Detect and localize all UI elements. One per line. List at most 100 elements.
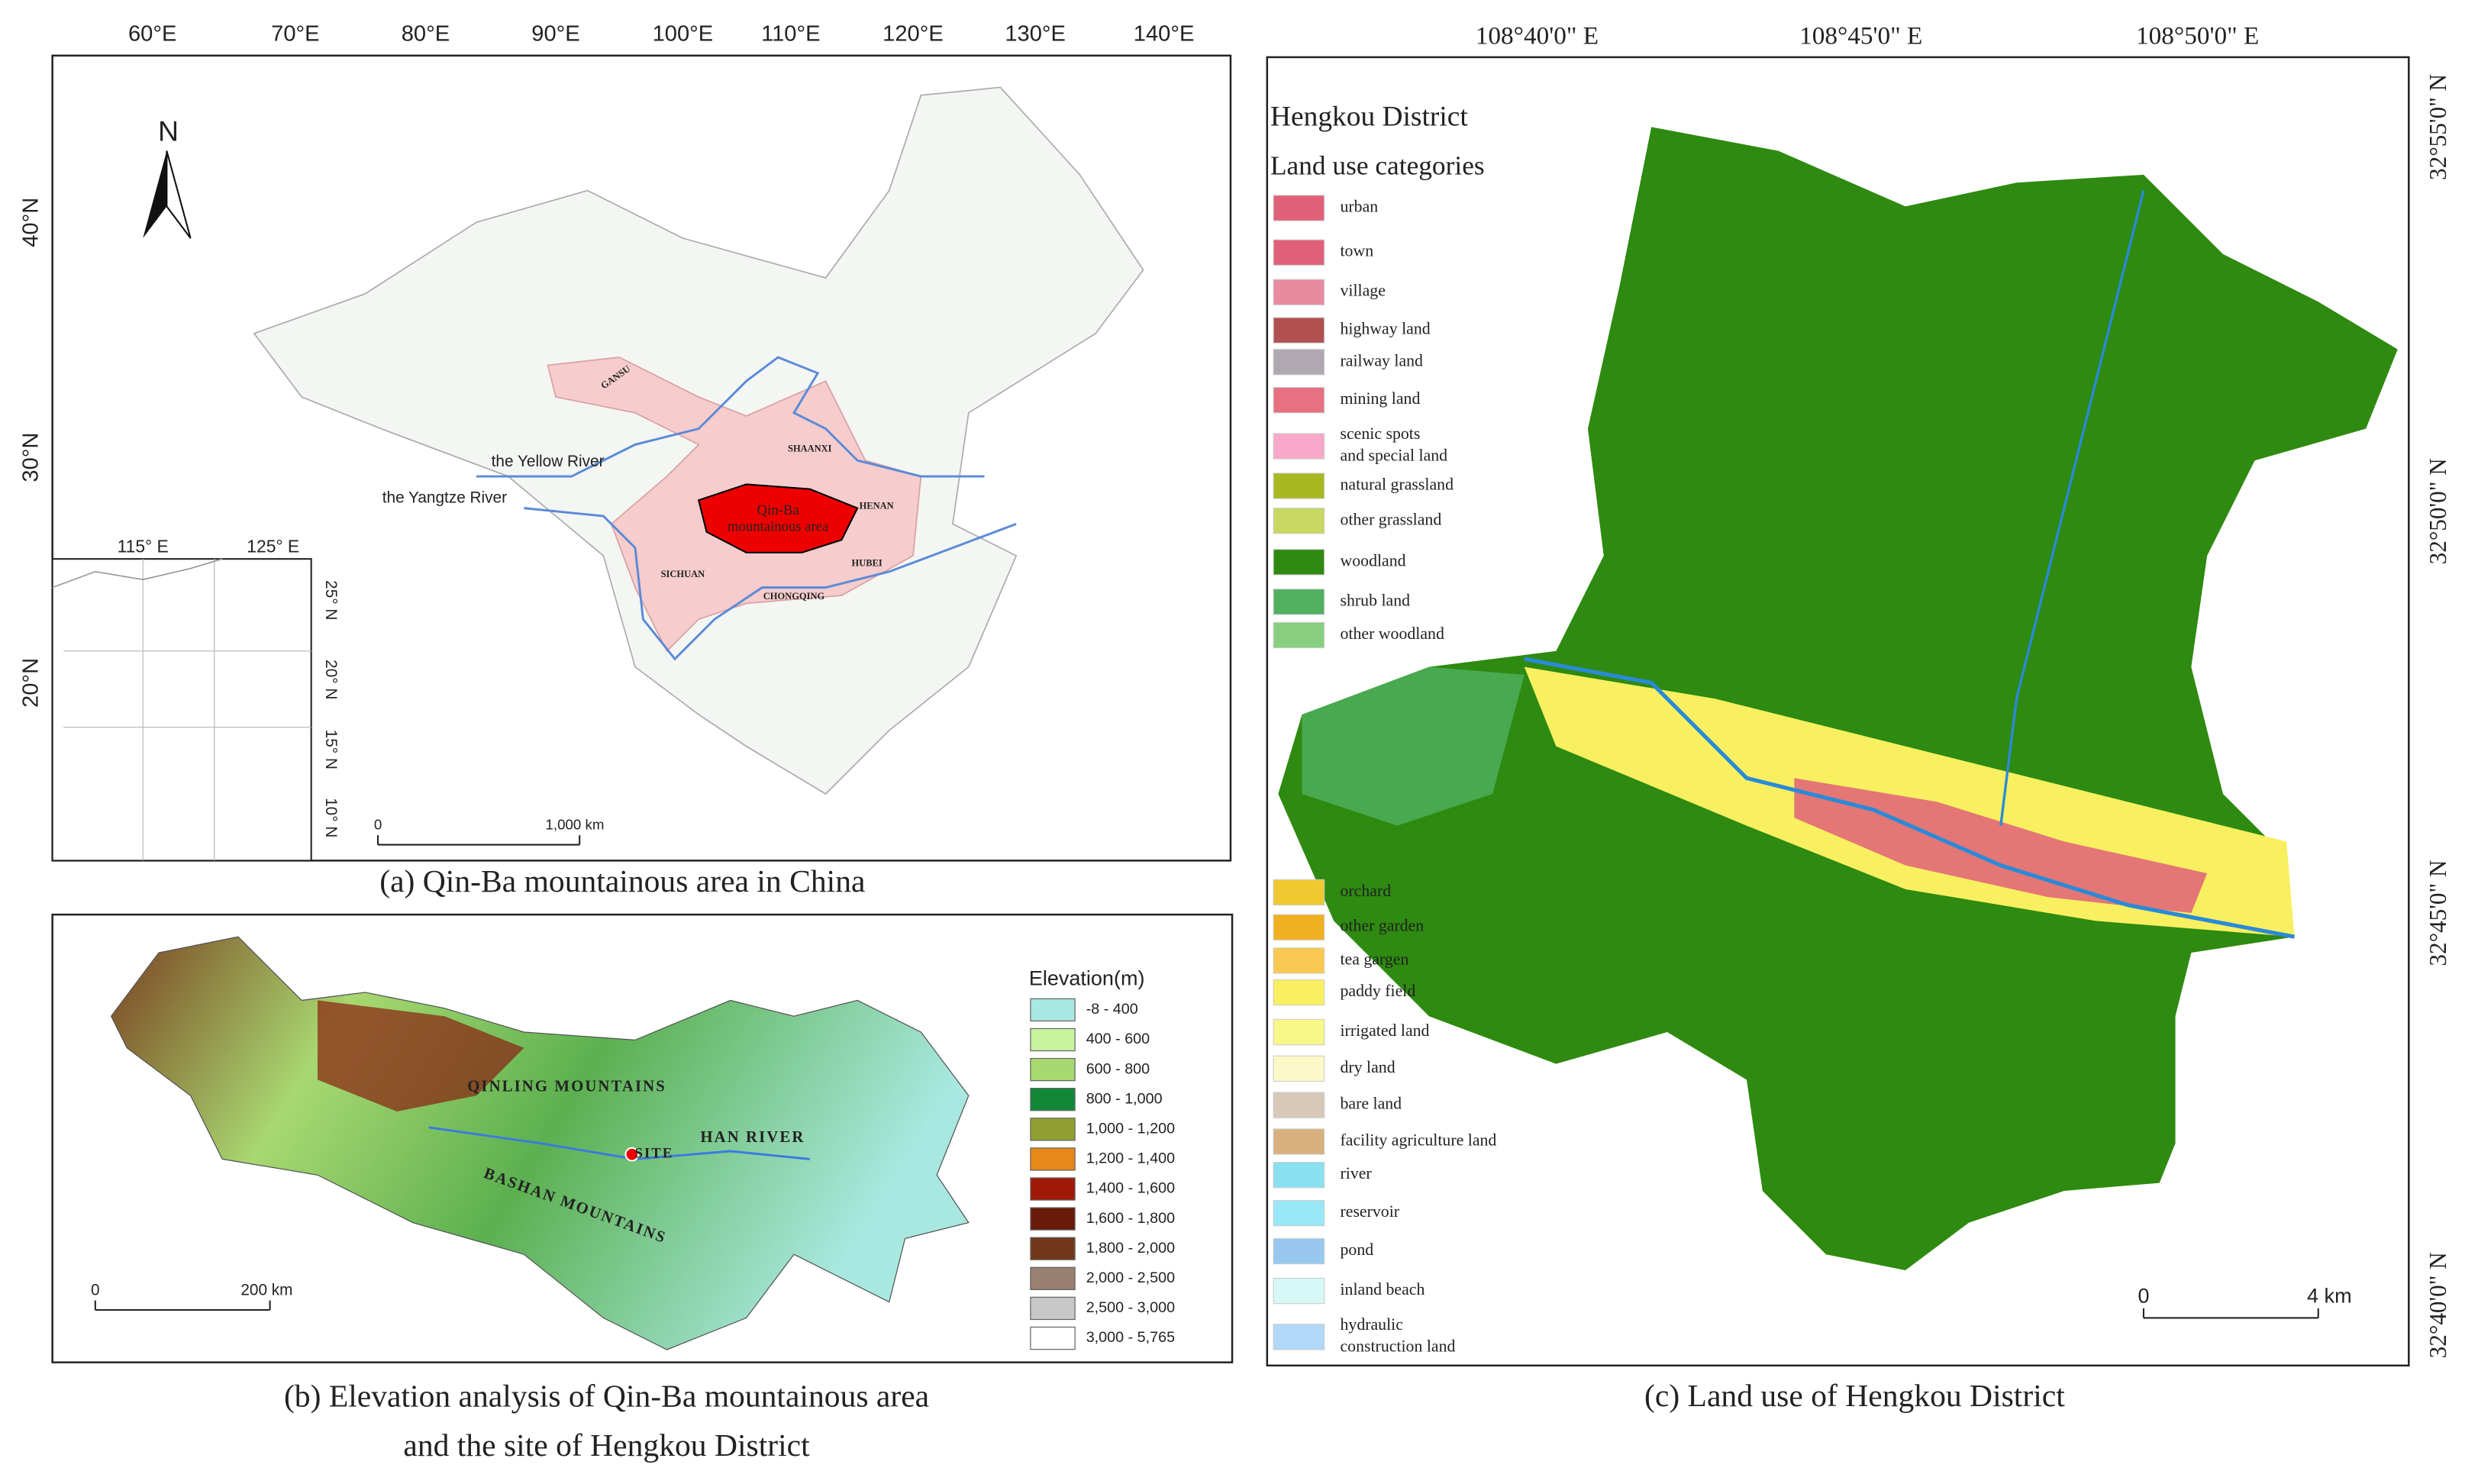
legend-swatch <box>1273 1055 1325 1082</box>
province-label: CHONGQING <box>763 591 825 602</box>
legend-swatch <box>1030 1296 1076 1321</box>
river <box>1999 190 2145 826</box>
legend-label: 600 - 800 <box>1086 1060 1150 1077</box>
river <box>1524 657 2296 939</box>
legend-swatch <box>1273 433 1325 460</box>
legend-swatch <box>1273 239 1325 266</box>
legend-label: railway land <box>1340 351 1423 369</box>
legend-swatch <box>1030 1266 1076 1291</box>
lon-label: 120°E <box>882 21 944 46</box>
legend-swatch <box>1030 1028 1076 1052</box>
legend-swatch <box>1273 1092 1325 1118</box>
lat-label: 32°45'0" N <box>2425 860 2451 966</box>
inset-lat-label: 25° N <box>322 580 340 620</box>
river-label: the Yellow River <box>492 453 605 470</box>
legend-swatch <box>1030 1326 1076 1350</box>
caption: (a) Qin-Ba mountainous area in China <box>379 863 865 899</box>
legend-swatch <box>1030 1118 1076 1141</box>
legend-swatch <box>1273 317 1325 344</box>
legend-swatch <box>1030 1147 1076 1171</box>
legend-label: reservoir <box>1340 1202 1399 1221</box>
caption: (b) Elevation analysis of Qin-Ba mountai… <box>284 1378 929 1463</box>
legend-swatch <box>1030 1088 1076 1111</box>
legend-label: town <box>1340 242 1373 260</box>
legend-title: Land use categories <box>1270 150 1485 181</box>
province-label: HENAN <box>860 500 894 511</box>
inset-lon-label: 125° E <box>247 537 299 556</box>
legend-label: village <box>1340 282 1385 300</box>
map-label: HAN RIVER <box>700 1128 805 1146</box>
inset-lat-label: 10° N <box>322 798 340 837</box>
lon-label: 140°E <box>1134 21 1195 46</box>
legend-label: 1,200 - 1,400 <box>1086 1150 1175 1167</box>
scale-label: 4 km <box>2307 1285 2352 1308</box>
legend-label: 2,500 - 3,000 <box>1086 1299 1175 1316</box>
inset-lat-label: 15° N <box>322 730 340 769</box>
province-label: SICHUAN <box>661 569 705 579</box>
inset-lat-label: 20° N <box>322 660 340 699</box>
legend-swatch <box>1273 1237 1325 1265</box>
caption: (c) Land use of Hengkou District <box>1644 1378 2065 1414</box>
legend-swatch <box>1030 1207 1076 1231</box>
legend-swatch <box>1273 914 1325 940</box>
map-title: Hengkou District <box>1270 102 1468 133</box>
legend-label: -8 - 400 <box>1086 1001 1138 1018</box>
legend-label: tea gargen <box>1340 950 1408 968</box>
legend-swatch <box>1273 279 1325 305</box>
legend-swatch <box>1030 1237 1076 1260</box>
qin-ba-area <box>697 483 859 553</box>
site-marker <box>624 1147 640 1162</box>
legend-label: urban <box>1340 198 1378 216</box>
province-label: HUBEI <box>852 557 882 568</box>
legend-label: 800 - 1,000 <box>1086 1090 1163 1107</box>
urban-zone <box>1794 778 2208 914</box>
inset-frame <box>51 558 312 862</box>
legend-swatch <box>1273 589 1325 615</box>
lon-label: 100°E <box>653 21 714 46</box>
legend-swatch <box>1273 979 1325 1006</box>
legend-label: dry land <box>1340 1058 1395 1076</box>
legend-swatch <box>1030 1057 1076 1082</box>
legend-swatch <box>1273 195 1325 221</box>
yangtze-river <box>524 507 1017 661</box>
lat-label: 30°N <box>18 433 43 482</box>
legend-label: shrub land <box>1340 591 1410 609</box>
hengkou-map <box>1278 127 2398 1271</box>
lon-label: 108°50'0" E <box>2136 22 2259 50</box>
elevation-high <box>317 1000 524 1112</box>
legend-swatch <box>1273 879 1325 906</box>
legend-label: facility agriculture land <box>1340 1131 1496 1150</box>
scale-label: 1,000 km <box>545 817 604 833</box>
legend-label: other woodland <box>1340 624 1444 643</box>
legend-swatch <box>1273 1128 1325 1155</box>
lon-label: 110°E <box>761 21 820 46</box>
lon-label: 70°E <box>271 21 319 46</box>
inset-lon-label: 115° E <box>118 537 169 556</box>
legend-swatch <box>1030 998 1076 1022</box>
legend-swatch <box>1273 473 1325 499</box>
legend-swatch <box>1273 1199 1325 1227</box>
legend-swatch <box>1273 621 1325 649</box>
legend-label: paddy field <box>1340 982 1415 1000</box>
lat-label: 20°N <box>18 658 43 708</box>
legend-label: 1,400 - 1,600 <box>1086 1180 1175 1197</box>
legend-label: scenic spots and special land <box>1340 424 1447 465</box>
legend-label: river <box>1340 1164 1372 1182</box>
lon-label: 80°E <box>402 21 450 46</box>
legend-label: 3,000 - 5,765 <box>1086 1329 1175 1346</box>
legend-swatch <box>1273 1018 1325 1046</box>
legend-label: other garden <box>1340 917 1424 935</box>
map-label: QINLING MOUNTAINS <box>467 1078 666 1095</box>
legend-swatch <box>1273 508 1325 534</box>
map-label: SITE <box>634 1145 673 1161</box>
province-label: SHAANXI <box>788 444 832 454</box>
lat-label: 32°40'0" N <box>2425 1252 2451 1358</box>
legend-label: 1,000 - 1,200 <box>1086 1121 1175 1137</box>
legend-label: natural grassland <box>1340 476 1454 494</box>
legend-swatch <box>1273 387 1325 414</box>
north-arrow <box>166 150 192 239</box>
north-label: N <box>158 115 179 147</box>
